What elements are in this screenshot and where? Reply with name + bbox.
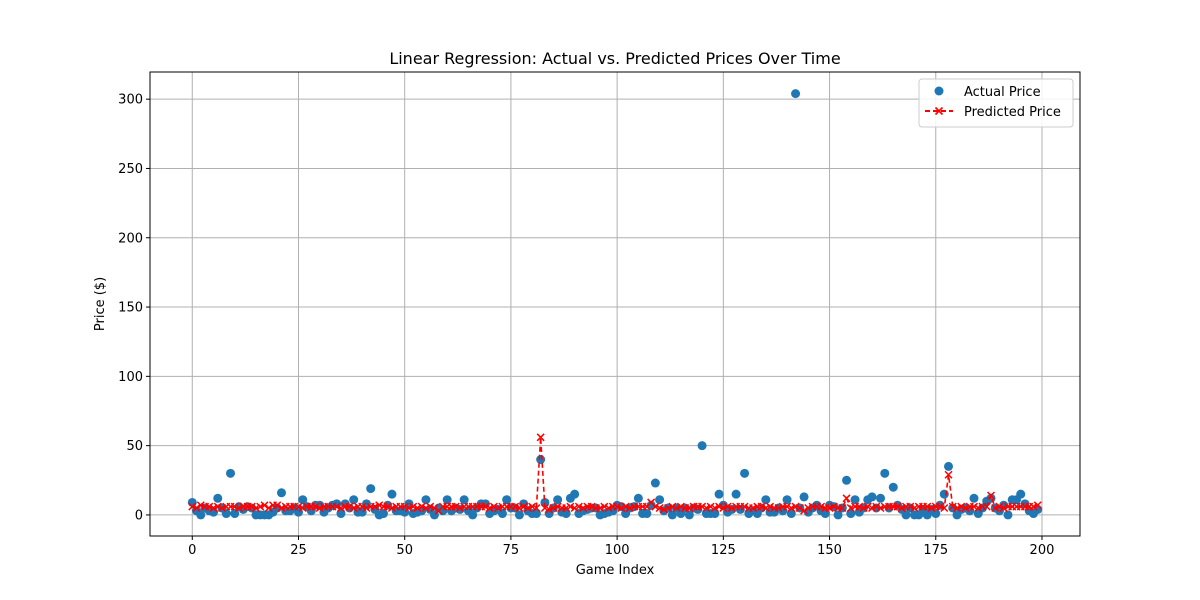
- actual-price-point: [1003, 510, 1013, 520]
- plot-area: [187, 89, 1043, 520]
- predicted-price-point: [192, 503, 201, 513]
- y-axis-label: Price ($): [93, 277, 108, 331]
- predicted-price-point: [260, 501, 269, 510]
- actual-price-point: [633, 493, 643, 503]
- actual-price-point: [888, 482, 898, 492]
- y-tick-label: 50: [126, 439, 143, 454]
- predicted-price-point: [800, 506, 809, 515]
- predicted-price-point: [982, 502, 991, 511]
- x-tick-label: 125: [711, 543, 736, 558]
- actual-price-point: [366, 484, 376, 494]
- actual-price-point: [731, 489, 741, 499]
- actual-price-point: [468, 510, 478, 520]
- predicted-price-point: [944, 470, 953, 479]
- y-tick-label: 100: [118, 370, 143, 385]
- actual-price-point: [782, 495, 792, 505]
- x-tick-label: 150: [817, 543, 842, 558]
- actual-price-point: [761, 495, 771, 505]
- actual-price-point: [714, 489, 724, 499]
- legend-box: [918, 78, 1074, 128]
- actual-price-point: [226, 468, 236, 478]
- actual-price-point: [867, 492, 877, 502]
- x-tick-label: 25: [290, 543, 307, 558]
- actual-price-point: [944, 461, 954, 471]
- x-axis-label: Game Index: [576, 563, 655, 578]
- y-tick-label: 300: [118, 93, 143, 108]
- actual-price-point: [1016, 489, 1026, 499]
- predicted-price-point: [264, 503, 273, 513]
- predicted-price-point: [838, 503, 847, 513]
- actual-price-point: [387, 489, 397, 499]
- actual-price-point: [553, 495, 563, 505]
- actual-price-point: [230, 509, 240, 519]
- actual-price-point: [939, 489, 949, 499]
- actual-price-point: [514, 510, 524, 520]
- predicted-price-point: [532, 503, 541, 513]
- y-tick-label: 200: [118, 231, 143, 246]
- x-tick-label: 175: [923, 543, 948, 558]
- actual-price-point: [901, 510, 911, 520]
- axis-ticks: 0 25 50 75 100 125 150 175 200 0 50 100 150 200 250 300: [118, 93, 1054, 558]
- y-tick-label: 250: [118, 162, 143, 177]
- actual-price-point: [459, 495, 469, 505]
- actual-price-point: [221, 509, 231, 519]
- legend-predicted-marker: [934, 106, 944, 116]
- legend: Actual Price Predicted Price: [918, 78, 1074, 128]
- actual-price-point: [667, 510, 677, 520]
- predicted-price-point: [430, 503, 439, 513]
- actual-price-point: [884, 503, 894, 513]
- actual-price-point: [276, 488, 286, 498]
- actual-price-point: [421, 495, 431, 505]
- actual-price-point: [842, 475, 852, 485]
- actual-price-point: [740, 468, 750, 478]
- actual-price-point: [850, 495, 860, 505]
- x-tick-label: 50: [396, 543, 413, 558]
- y-tick-label: 150: [118, 301, 143, 316]
- predicted-price-point: [273, 501, 282, 510]
- actual-price-point: [876, 493, 886, 503]
- actual-price-point: [833, 510, 843, 520]
- predicted-price-point: [940, 503, 949, 513]
- actual-price-point: [497, 509, 507, 519]
- legend-predicted-label: Predicted Price: [964, 105, 1061, 120]
- predicted-price-point: [842, 494, 851, 503]
- actual-price-point: [298, 495, 308, 505]
- x-tick-label: 75: [503, 543, 520, 558]
- actual-price-point: [799, 492, 809, 502]
- actual-price-point: [349, 495, 359, 505]
- chart-title: Linear Regression: Actual vs. Predicted …: [389, 49, 840, 68]
- x-tick-label: 100: [605, 543, 630, 558]
- predicted-price-point: [795, 503, 804, 513]
- legend-actual-marker: [934, 86, 944, 96]
- y-tick-label: 0: [135, 508, 143, 523]
- actual-price-point: [642, 509, 652, 519]
- legend-actual-label: Actual Price: [964, 85, 1041, 100]
- actual-price-point: [536, 454, 546, 464]
- actual-price-point: [196, 510, 206, 520]
- actual-price-point: [791, 89, 801, 99]
- actual-price-point: [880, 468, 890, 478]
- axes-frame: [149, 71, 1081, 537]
- actual-price-point: [502, 495, 512, 505]
- actual-price-point: [655, 495, 665, 505]
- x-tick-label: 200: [1030, 543, 1055, 558]
- actual-price-point: [684, 510, 694, 520]
- actual-price-point: [650, 478, 660, 488]
- actual-price-point: [646, 500, 656, 510]
- actual-price-point: [931, 509, 941, 519]
- actual-price-point: [570, 489, 580, 499]
- actual-price-point: [383, 500, 393, 510]
- predicted-price-point: [1033, 501, 1042, 510]
- x-tick-label: 0: [188, 543, 196, 558]
- actual-price-point: [442, 495, 452, 505]
- actual-price-point: [697, 441, 707, 451]
- actual-price-point: [378, 509, 388, 519]
- actual-price-point: [213, 493, 223, 503]
- actual-price-point: [969, 493, 979, 503]
- predicted-price-point: [986, 491, 996, 500]
- predicted-price-point: [536, 433, 545, 442]
